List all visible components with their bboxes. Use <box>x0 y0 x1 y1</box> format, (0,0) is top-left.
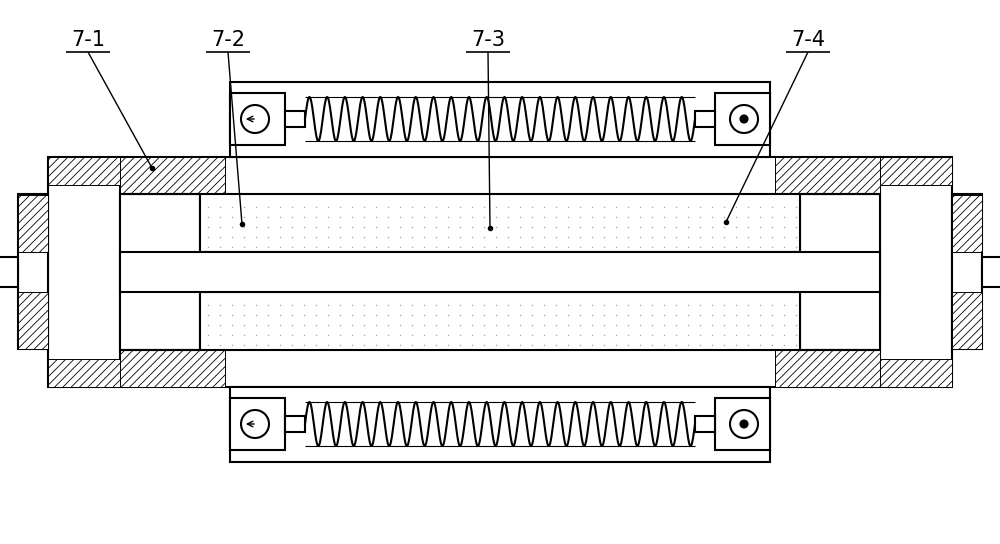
Bar <box>230 82 770 157</box>
Bar <box>952 194 982 349</box>
Bar <box>695 416 715 432</box>
Bar <box>18 195 48 252</box>
Text: 7-1: 7-1 <box>71 30 105 50</box>
Bar <box>18 194 48 349</box>
Bar <box>880 157 952 387</box>
Text: 7-2: 7-2 <box>211 30 245 50</box>
Circle shape <box>730 105 758 133</box>
Bar <box>18 292 48 349</box>
Bar <box>695 111 715 127</box>
Bar <box>120 157 880 387</box>
Bar <box>120 194 200 350</box>
Circle shape <box>740 421 748 428</box>
Bar <box>0 257 18 287</box>
Bar <box>48 359 120 387</box>
Bar <box>715 93 770 145</box>
Bar <box>982 257 1000 287</box>
Bar <box>285 416 305 432</box>
Bar <box>48 157 120 387</box>
Bar <box>230 93 285 145</box>
Circle shape <box>241 410 269 438</box>
Bar <box>48 157 120 185</box>
Circle shape <box>730 410 758 438</box>
Bar <box>120 252 880 292</box>
Bar <box>880 157 952 185</box>
Bar <box>285 111 305 127</box>
Bar <box>880 359 952 387</box>
Text: 7-3: 7-3 <box>471 30 505 50</box>
Bar <box>230 398 285 450</box>
Bar <box>952 292 982 349</box>
Bar <box>800 194 880 350</box>
Bar <box>230 387 770 462</box>
Bar <box>715 398 770 450</box>
Bar <box>120 350 225 387</box>
Circle shape <box>241 105 269 133</box>
Circle shape <box>740 115 748 122</box>
Bar <box>775 157 880 194</box>
Bar <box>120 157 225 194</box>
Bar <box>200 194 800 252</box>
Text: 7-4: 7-4 <box>791 30 825 50</box>
Bar <box>775 350 880 387</box>
Bar <box>952 195 982 252</box>
Bar <box>200 292 800 350</box>
